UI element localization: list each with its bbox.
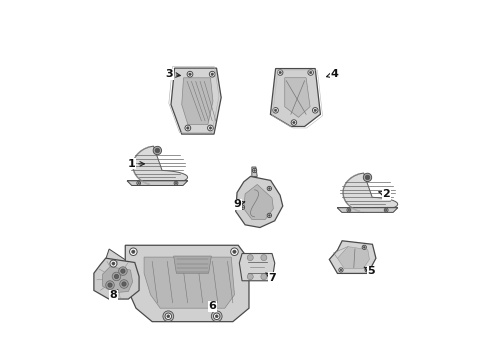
Polygon shape bbox=[328, 241, 375, 273]
Circle shape bbox=[292, 121, 295, 124]
Polygon shape bbox=[94, 258, 139, 299]
Circle shape bbox=[112, 262, 115, 265]
Circle shape bbox=[277, 70, 283, 75]
Circle shape bbox=[385, 209, 386, 211]
Polygon shape bbox=[127, 181, 187, 185]
Circle shape bbox=[266, 213, 271, 217]
Circle shape bbox=[155, 148, 160, 153]
Polygon shape bbox=[173, 256, 211, 273]
Circle shape bbox=[165, 313, 171, 319]
Polygon shape bbox=[103, 249, 125, 281]
Circle shape bbox=[122, 282, 126, 286]
Text: 1: 1 bbox=[127, 159, 144, 169]
Circle shape bbox=[114, 274, 119, 279]
Circle shape bbox=[252, 168, 256, 173]
Circle shape bbox=[241, 206, 243, 208]
Circle shape bbox=[362, 245, 366, 249]
Circle shape bbox=[209, 127, 211, 129]
Circle shape bbox=[175, 182, 177, 184]
Polygon shape bbox=[125, 245, 248, 321]
Text: 5: 5 bbox=[364, 266, 374, 276]
Polygon shape bbox=[270, 68, 320, 126]
Circle shape bbox=[211, 311, 222, 321]
Polygon shape bbox=[182, 78, 212, 125]
Polygon shape bbox=[235, 176, 282, 228]
Circle shape bbox=[119, 267, 127, 275]
Text: 4: 4 bbox=[326, 69, 338, 79]
Circle shape bbox=[247, 274, 253, 280]
Circle shape bbox=[108, 283, 112, 287]
Polygon shape bbox=[337, 208, 397, 212]
Polygon shape bbox=[337, 173, 397, 212]
Circle shape bbox=[272, 108, 278, 113]
Circle shape bbox=[346, 208, 350, 212]
Polygon shape bbox=[127, 146, 187, 185]
Text: 3: 3 bbox=[165, 69, 180, 79]
Circle shape bbox=[209, 71, 215, 77]
Circle shape bbox=[120, 280, 128, 288]
Circle shape bbox=[187, 71, 192, 77]
Text: 9: 9 bbox=[233, 199, 244, 210]
Circle shape bbox=[290, 120, 296, 125]
Circle shape bbox=[363, 246, 365, 248]
Polygon shape bbox=[171, 68, 221, 134]
Polygon shape bbox=[102, 267, 132, 293]
Circle shape bbox=[215, 315, 218, 318]
Circle shape bbox=[174, 181, 178, 185]
Circle shape bbox=[309, 71, 311, 74]
Circle shape bbox=[230, 248, 238, 256]
Circle shape bbox=[274, 109, 276, 112]
Text: 2: 2 bbox=[378, 189, 389, 199]
Circle shape bbox=[278, 71, 281, 74]
Circle shape bbox=[137, 181, 140, 185]
Circle shape bbox=[163, 311, 173, 321]
Polygon shape bbox=[284, 78, 309, 117]
Circle shape bbox=[186, 127, 189, 129]
Circle shape bbox=[138, 182, 139, 184]
Circle shape bbox=[129, 248, 137, 256]
Polygon shape bbox=[244, 184, 273, 220]
Circle shape bbox=[363, 173, 371, 181]
Circle shape bbox=[339, 269, 341, 271]
Circle shape bbox=[121, 269, 125, 273]
Circle shape bbox=[260, 255, 266, 261]
Circle shape bbox=[240, 205, 244, 210]
Circle shape bbox=[210, 73, 213, 76]
Circle shape bbox=[232, 250, 236, 253]
Polygon shape bbox=[239, 253, 274, 281]
Polygon shape bbox=[337, 247, 368, 269]
Circle shape bbox=[153, 146, 161, 155]
Circle shape bbox=[307, 70, 313, 75]
Circle shape bbox=[112, 272, 121, 281]
Circle shape bbox=[131, 250, 135, 253]
Circle shape bbox=[213, 313, 220, 319]
Circle shape bbox=[268, 215, 270, 216]
Circle shape bbox=[166, 315, 169, 318]
Circle shape bbox=[105, 281, 114, 289]
Circle shape bbox=[312, 108, 317, 113]
Circle shape bbox=[364, 268, 368, 272]
Circle shape bbox=[268, 188, 270, 189]
Circle shape bbox=[384, 208, 387, 212]
Circle shape bbox=[207, 125, 213, 131]
Polygon shape bbox=[251, 167, 257, 176]
Circle shape bbox=[184, 125, 190, 131]
Circle shape bbox=[313, 109, 316, 112]
Circle shape bbox=[260, 274, 266, 280]
Circle shape bbox=[366, 269, 367, 271]
Text: 7: 7 bbox=[265, 273, 276, 283]
Text: 6: 6 bbox=[208, 301, 216, 311]
Polygon shape bbox=[144, 257, 234, 308]
Circle shape bbox=[247, 255, 253, 261]
Circle shape bbox=[188, 73, 191, 76]
Circle shape bbox=[338, 268, 343, 272]
Circle shape bbox=[253, 170, 255, 171]
Text: 8: 8 bbox=[109, 290, 118, 301]
Circle shape bbox=[110, 260, 117, 267]
Circle shape bbox=[365, 175, 369, 180]
Circle shape bbox=[266, 186, 271, 191]
Circle shape bbox=[347, 209, 349, 211]
